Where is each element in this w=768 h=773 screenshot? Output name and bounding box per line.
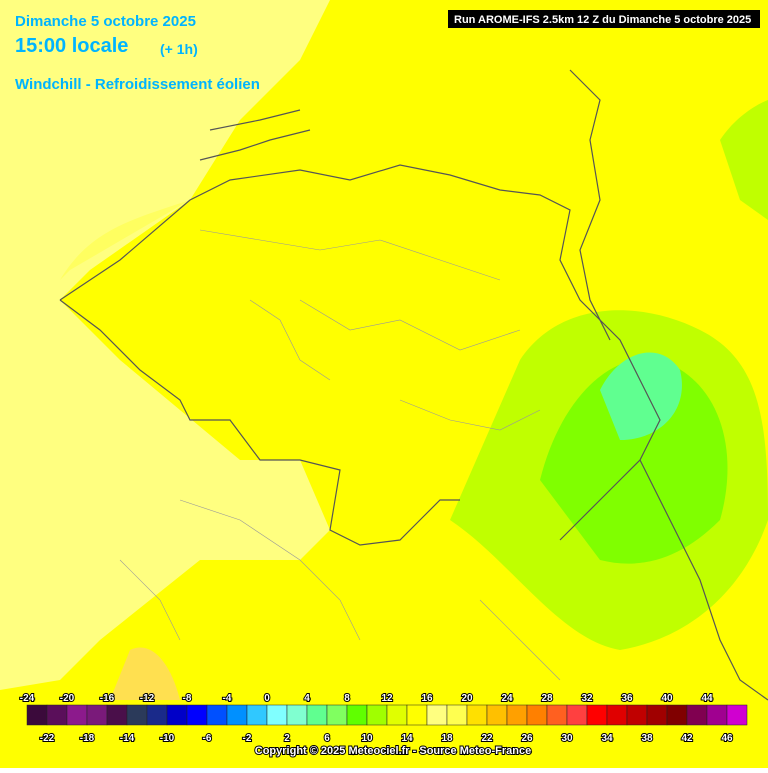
legend-label: 4 bbox=[304, 693, 310, 704]
region-boundary bbox=[119, 229, 561, 681]
legend-swatch bbox=[206, 704, 228, 726]
legend-swatch bbox=[666, 704, 688, 726]
border bbox=[569, 69, 768, 701]
legend-label: 44 bbox=[701, 693, 713, 704]
legend-swatch bbox=[326, 704, 348, 726]
warm-area bbox=[720, 100, 768, 220]
legend-label: -4 bbox=[223, 693, 232, 704]
legend-swatch bbox=[426, 704, 448, 726]
legend-label: -12 bbox=[140, 693, 155, 704]
legend-label: -24 bbox=[20, 693, 35, 704]
legend-label: 8 bbox=[344, 693, 350, 704]
legend-swatch bbox=[166, 704, 188, 726]
legend-swatch bbox=[546, 704, 568, 726]
legend-swatch bbox=[266, 704, 288, 726]
legend-label: -22 bbox=[40, 733, 55, 744]
legend-label: -8 bbox=[183, 693, 192, 704]
legend-label: -18 bbox=[80, 733, 95, 744]
legend-swatch bbox=[586, 704, 608, 726]
legend-label: 16 bbox=[421, 693, 433, 704]
legend-swatch bbox=[46, 704, 68, 726]
legend-label: 42 bbox=[681, 733, 693, 744]
legend-label: 40 bbox=[661, 693, 673, 704]
legend-label: 18 bbox=[441, 733, 453, 744]
legend-swatch bbox=[386, 704, 408, 726]
border bbox=[59, 299, 460, 546]
legend-swatch bbox=[226, 704, 248, 726]
legend-label: 22 bbox=[481, 733, 493, 744]
legend-swatch bbox=[726, 704, 748, 726]
legend-swatch bbox=[346, 704, 368, 726]
legend-label: 46 bbox=[721, 733, 733, 744]
legend-swatch bbox=[66, 704, 88, 726]
legend-label: 20 bbox=[461, 693, 473, 704]
warm-area bbox=[110, 647, 180, 700]
legend-swatch bbox=[286, 704, 308, 726]
legend-label: 30 bbox=[561, 733, 573, 744]
legend-label: -20 bbox=[60, 693, 75, 704]
sea-region bbox=[0, 0, 330, 690]
legend-swatch bbox=[646, 704, 668, 726]
legend-swatch bbox=[606, 704, 628, 726]
legend-swatch bbox=[126, 704, 148, 726]
legend-label: -6 bbox=[203, 733, 212, 744]
run-info: Run AROME-IFS 2.5km 12 Z du Dimanche 5 o… bbox=[454, 14, 751, 26]
legend-swatch bbox=[306, 704, 328, 726]
coastline bbox=[199, 109, 311, 161]
legend-label: 2 bbox=[284, 733, 290, 744]
legend-label: 6 bbox=[324, 733, 330, 744]
legend-label: 0 bbox=[264, 693, 270, 704]
legend-label: 24 bbox=[501, 693, 513, 704]
legend-label: 32 bbox=[581, 693, 593, 704]
legend-label: -14 bbox=[120, 733, 135, 744]
legend-label: 34 bbox=[601, 733, 613, 744]
legend-swatch bbox=[246, 704, 268, 726]
cool-area bbox=[600, 352, 682, 440]
legend-label: 26 bbox=[521, 733, 533, 744]
legend-swatch bbox=[446, 704, 468, 726]
run-box bbox=[448, 10, 760, 28]
legend-swatch bbox=[706, 704, 728, 726]
legend-swatch bbox=[486, 704, 508, 726]
legend-label: 10 bbox=[361, 733, 373, 744]
legend-swatch bbox=[186, 704, 208, 726]
legend-label: 12 bbox=[381, 693, 393, 704]
legend-label: -2 bbox=[243, 733, 252, 744]
border bbox=[59, 164, 661, 541]
legend-label: 36 bbox=[621, 693, 633, 704]
legend-swatch bbox=[106, 704, 128, 726]
legend-swatch bbox=[506, 704, 528, 726]
legend-swatch bbox=[626, 704, 648, 726]
date: Dimanche 5 octobre 2025 bbox=[15, 13, 196, 30]
legend-swatch bbox=[406, 704, 428, 726]
legend-swatch bbox=[686, 704, 708, 726]
legend-swatch bbox=[366, 704, 388, 726]
parameter: Windchill - Refroidissement éolien bbox=[15, 76, 260, 93]
legend-label: 14 bbox=[401, 733, 413, 744]
offset: (+ 1h) bbox=[160, 41, 198, 57]
legend-swatch bbox=[86, 704, 108, 726]
legend-swatch bbox=[466, 704, 488, 726]
legend-swatch bbox=[526, 704, 548, 726]
legend-label: -10 bbox=[160, 733, 175, 744]
legend-swatch bbox=[26, 704, 48, 726]
legend-swatch bbox=[146, 704, 168, 726]
legend-label: 28 bbox=[541, 693, 553, 704]
legend-label: 38 bbox=[641, 733, 653, 744]
legend-swatch bbox=[566, 704, 588, 726]
time: 15:00 locale bbox=[15, 35, 128, 57]
legend-label: -16 bbox=[100, 693, 115, 704]
copyright: Copyright © 2025 Meteociel.fr - Source M… bbox=[255, 745, 531, 757]
